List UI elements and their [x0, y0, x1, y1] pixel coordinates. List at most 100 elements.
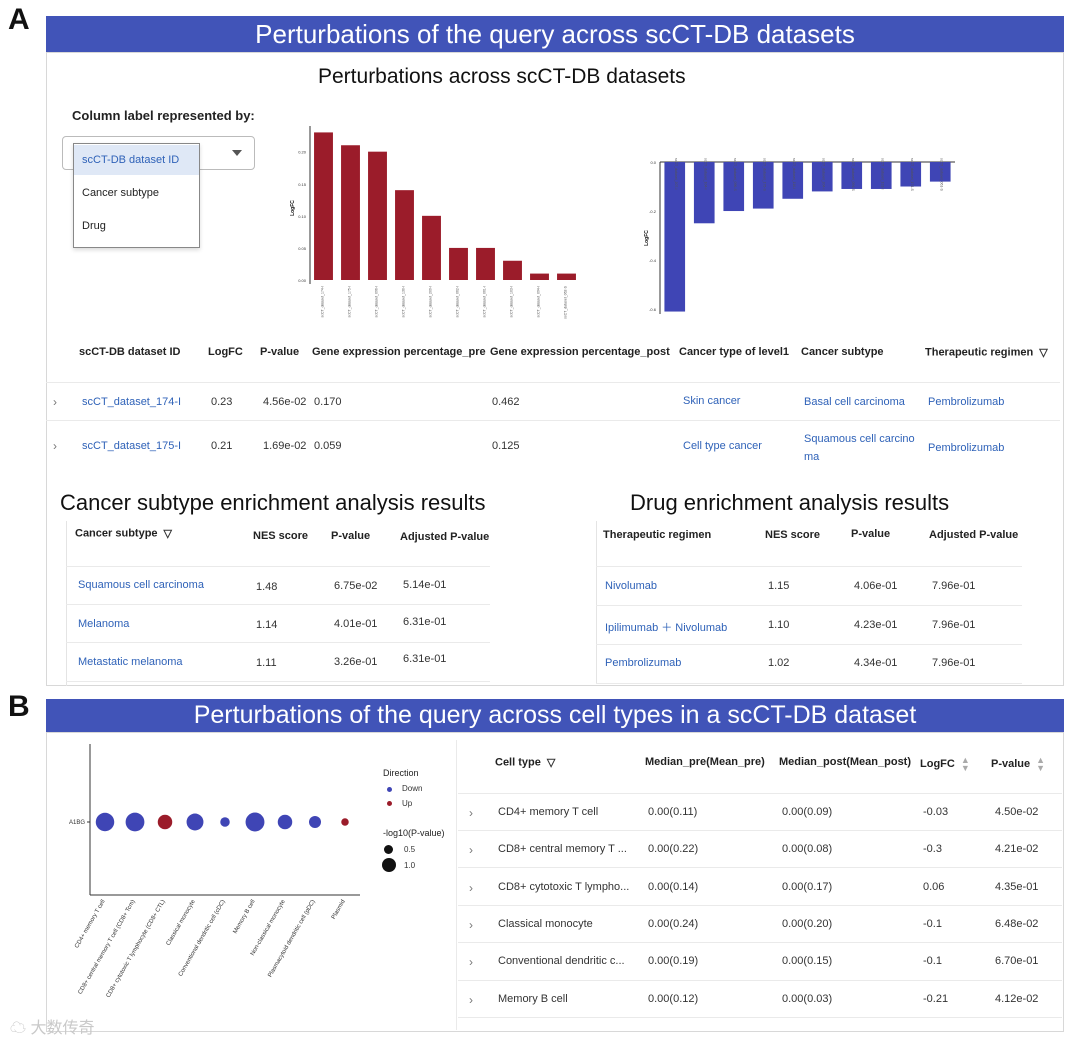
pvalue-cell: 6.75e-02 — [334, 580, 378, 592]
regimen-link[interactable]: Pembrolizumab — [928, 442, 1005, 454]
chevron-down-icon[interactable] — [232, 150, 242, 156]
cancer-type-link[interactable]: Skin cancer — [683, 395, 741, 407]
cancer-subtype-link[interactable]: Melanoma — [78, 618, 130, 630]
panel-a-letter: A — [8, 3, 30, 36]
x-tick-label: scCT_dataset_131-I — [880, 158, 884, 190]
chevron-right-icon[interactable]: › — [469, 918, 473, 932]
bar — [557, 273, 576, 280]
median-pre-cell: 0.00(0.24) — [648, 918, 699, 930]
chevron-right-icon[interactable]: › — [469, 955, 473, 969]
row-divider — [596, 683, 1022, 684]
cancer-type-link[interactable]: Cell type cancer — [683, 440, 762, 452]
y-tick-label: 0.10 — [298, 214, 307, 219]
chevron-right-icon[interactable]: › — [53, 439, 57, 453]
dot — [220, 817, 230, 827]
col-header-pvalue[interactable]: P-value — [851, 528, 891, 540]
filter-icon[interactable]: ▽ — [546, 757, 556, 769]
y-tick-label: 0.00 — [298, 278, 307, 283]
median-post-cell: 0.00(0.03) — [782, 993, 833, 1005]
col-header-regimen[interactable]: Therapeutic regimen — [603, 529, 712, 541]
legend-size-small-label: 0.5 — [404, 845, 416, 854]
logfc-cell: -0.1 — [923, 918, 942, 930]
bar — [422, 215, 441, 280]
median-pre-cell: 0.00(0.19) — [648, 955, 699, 967]
logfc-cell: 0.21 — [211, 440, 233, 452]
row-divider — [458, 867, 1062, 868]
dot — [186, 813, 204, 831]
pvalue-cell: 1.69e-02 — [263, 440, 307, 452]
regimen-link[interactable]: Nivolumab — [605, 580, 657, 592]
col-header-pct-pre[interactable]: Gene expression percentage_pre — [312, 346, 486, 358]
col-header-pvalue[interactable]: P-value — [331, 530, 371, 542]
col-header-nes[interactable]: NES score — [253, 530, 309, 542]
col-header-dataset-id[interactable]: scCT-DB dataset ID — [79, 346, 181, 358]
x-tick-label: CD4+ memory T cell — [74, 899, 107, 949]
col-header-adj-pvalue[interactable]: Adjusted P-value — [400, 531, 490, 543]
regimen-link[interactable]: Pembrolizumab — [605, 657, 682, 669]
col-header-pct-post[interactable]: Gene expression percentage_post — [490, 346, 670, 358]
col-header-median-pre[interactable]: Median_pre(Mean_pre) — [645, 756, 765, 768]
cancer-subtype-link[interactable]: Squamous cell carcino — [804, 433, 915, 445]
filter-icon[interactable]: ▽ — [163, 528, 172, 540]
dataset-id-link[interactable]: scCT_dataset_175-I — [82, 440, 182, 452]
x-tick-label: scCT_dataset_130-I — [402, 286, 406, 318]
chevron-right-icon[interactable]: › — [469, 843, 473, 857]
y-tick-label: 0.0 — [650, 160, 656, 165]
row-divider — [596, 605, 1022, 606]
chevron-right-icon[interactable]: › — [469, 806, 473, 820]
cancer-subtype-link[interactable]: Basal cell carcinoma — [804, 396, 905, 408]
col-header-nes[interactable]: NES score — [765, 529, 821, 541]
chevron-right-icon[interactable]: › — [53, 395, 57, 409]
cancer-subtype-link[interactable]: Metastatic melanoma — [78, 656, 183, 668]
sort-icon[interactable]: ▲ ▼ — [1036, 755, 1046, 773]
nes-cell: 1.48 — [256, 581, 278, 593]
col-header-regimen[interactable]: Therapeutic regimen ▽ — [925, 346, 1048, 359]
logfc-cell: -0.21 — [923, 993, 949, 1005]
col-header-adj-pvalue[interactable]: Adjusted P-value — [929, 529, 1019, 541]
dropdown-option[interactable]: scCT-DB dataset ID — [74, 145, 199, 175]
dropdown-option[interactable]: Drug — [82, 220, 106, 232]
col-header-cancer-subtype[interactable]: Cancer subtype — [801, 346, 884, 358]
regimen-link[interactable]: Pembrolizumab — [928, 396, 1005, 408]
legend-up-dot — [387, 801, 392, 806]
col-header-regimen-label: Therapeutic regimen — [925, 346, 1034, 359]
bar — [841, 162, 863, 189]
dropdown-option[interactable]: Cancer subtype — [82, 187, 160, 199]
x-tick-label: CD8+ central memory T cell (CD8+ Tcm) — [78, 899, 137, 996]
pct-pre-cell: 0.170 — [314, 396, 342, 408]
col-header-logfc[interactable]: LogFC — [208, 346, 243, 358]
col-header-pvalue[interactable]: P-value — [260, 346, 300, 358]
x-tick-label: scCT_dataset_103-I — [510, 286, 514, 318]
col-header-cancer-subtype[interactable]: Cancer subtype ▽ — [75, 527, 172, 540]
legend-size-small-dot — [384, 845, 393, 854]
adj-pvalue-cell: 6.31e-01 — [403, 616, 447, 628]
dot — [245, 812, 265, 832]
nes-cell: 1.11 — [256, 657, 277, 669]
y-axis-label: LogFC — [290, 200, 296, 216]
median-post-cell: 0.00(0.15) — [782, 955, 833, 967]
col-header-logfc[interactable]: LogFC ▲ ▼ — [920, 755, 970, 773]
chevron-right-icon[interactable]: › — [469, 993, 473, 1007]
col-header-median-post[interactable]: Median_post(Mean_post) — [779, 756, 912, 768]
x-tick-label: scCT_dataset_096-S — [733, 158, 737, 192]
regimen-link[interactable]: Ipilimumab ＋ Nivolumab — [605, 622, 728, 634]
col-header-cell-type[interactable]: Cell type ▽ — [495, 756, 555, 769]
cancer-subtype-link-cont[interactable]: ma — [804, 451, 820, 463]
legend-size-large-label: 1.0 — [404, 861, 416, 870]
dot — [157, 814, 173, 830]
sort-icon[interactable]: ▲ ▼ — [960, 755, 970, 773]
dataset-id-link[interactable]: scCT_dataset_174-I — [82, 396, 182, 408]
logfc-cell: -0.1 — [923, 955, 942, 967]
col-header-pvalue[interactable]: P-value ▲ ▼ — [991, 755, 1046, 773]
x-tick-label: scCT_dataset_174-I — [321, 286, 325, 318]
chevron-right-icon[interactable]: › — [469, 881, 473, 895]
y-tick-label: -0.4 — [649, 258, 657, 263]
row-divider — [46, 420, 1060, 421]
pct-post-cell: 0.125 — [492, 440, 520, 452]
filter-icon[interactable]: ▽ — [1039, 347, 1048, 359]
logfc-cell: 0.06 — [923, 881, 945, 893]
cancer-subtype-link[interactable]: Squamous cell carcinoma — [78, 579, 204, 591]
bar — [723, 162, 745, 212]
median-post-cell: 0.00(0.08) — [782, 843, 833, 855]
col-header-cancer-type[interactable]: Cancer type of level1 — [679, 346, 790, 358]
